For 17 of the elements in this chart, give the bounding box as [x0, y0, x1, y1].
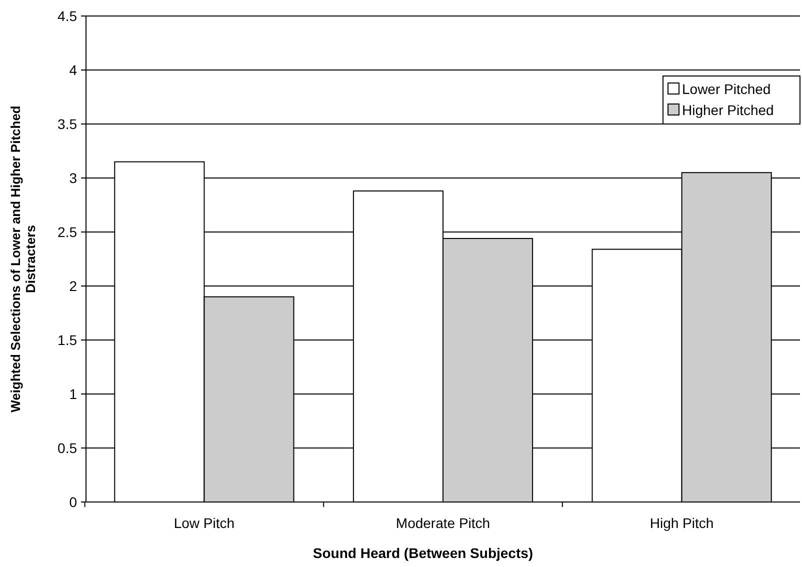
- y-tick-label: 4: [69, 62, 78, 78]
- legend-label: Lower Pitched: [682, 80, 771, 97]
- y-tick-label: 1.5: [58, 332, 78, 348]
- y-tick-label: 1: [69, 386, 78, 402]
- x-tick-label: Moderate Pitch: [396, 515, 490, 531]
- y-tick-label: 2.5: [58, 224, 78, 240]
- y-tick-label: 0: [69, 494, 78, 510]
- x-axis-title: Sound Heard (Between Subjects): [312, 545, 534, 561]
- legend-label: Higher Pitched: [682, 102, 774, 118]
- x-tick-label: High Pitch: [650, 515, 714, 531]
- y-tick-label: 2: [69, 278, 78, 294]
- y-tick-label: 3.5: [58, 116, 78, 132]
- y-tick-label: 3: [69, 170, 78, 186]
- y-axis-title: Weighted Selections of Lower and Higher Pitched Distracters: [8, 106, 38, 412]
- y-tick-label: 4.5: [58, 8, 78, 24]
- y-tick-label: 0.5: [58, 440, 78, 456]
- x-tick-label: Low Pitch: [174, 515, 235, 531]
